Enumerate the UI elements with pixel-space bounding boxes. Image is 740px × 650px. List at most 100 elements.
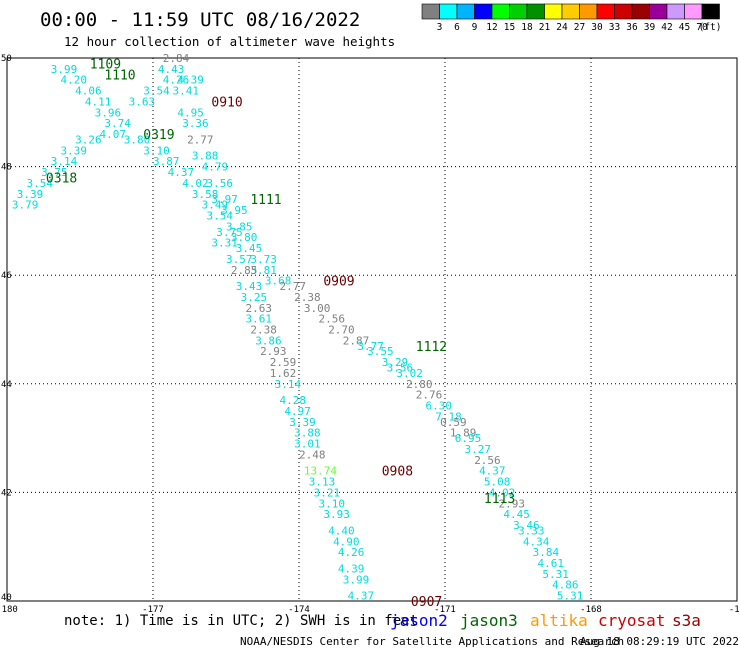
legend-tick-label: 30 — [591, 22, 603, 33]
wave-height-value: 3.96 — [95, 106, 122, 119]
wave-height-value: 3.74 — [104, 117, 131, 130]
wave-height-value: 3.36 — [182, 117, 209, 130]
legend-unit: (ft) — [699, 22, 722, 33]
pass-time-label: 1111 — [250, 193, 281, 208]
legend-swatch — [684, 3, 703, 20]
legend-swatch — [649, 3, 668, 20]
pass-time-label: 0319 — [143, 128, 174, 143]
wave-height-value: 4.39 — [177, 74, 204, 87]
wave-height-value: 2.87 — [343, 334, 370, 347]
wave-height-value: 0.59 — [440, 416, 467, 429]
legend-swatch — [456, 3, 475, 20]
legend-swatch — [544, 3, 563, 20]
legend-swatch — [666, 3, 685, 20]
wave-height-value: 3.75 — [216, 226, 243, 239]
legend-swatch — [579, 3, 598, 20]
wave-height-value: 5.08 — [484, 476, 511, 489]
legend-tick-label: 24 — [556, 22, 568, 33]
satellite-jason2: jason2 — [390, 611, 448, 630]
wave-height-value: 2.56 — [474, 454, 501, 467]
legend-tick-label: 45 — [679, 22, 690, 33]
wave-height-value: 3.99 — [343, 573, 370, 586]
wave-height-value: 3.31 — [211, 237, 238, 250]
pass-time-label: 0908 — [382, 465, 413, 480]
generation-timestamp: Aug 18 08:29:19 UTC 2022 — [580, 635, 739, 648]
legend-tick-label: 15 — [504, 22, 515, 33]
legend-swatch — [509, 3, 528, 20]
wave-height-value: 4.40 — [328, 524, 355, 537]
wave-height-value: 3.79 — [12, 199, 39, 212]
wave-height-value: 6.95 — [455, 432, 482, 445]
wave-height-value: 3.27 — [464, 443, 491, 456]
legend-swatch — [596, 3, 615, 20]
wave-height-value: 4.02 — [489, 486, 516, 499]
wave-height-value: 3.14 — [51, 155, 78, 168]
lat-tick-label: 46 — [1, 271, 12, 281]
wave-height-value: 3.93 — [323, 508, 350, 521]
wave-height-value: 3.21 — [314, 486, 341, 499]
footer-note: note: 1) Time is in UTC; 2) SWH is in fe… — [64, 613, 418, 629]
wave-height-value: 3.41 — [172, 85, 199, 98]
wave-height-value: 4.79 — [202, 161, 229, 174]
wave-height-value: 3.00 — [304, 302, 331, 315]
legend-swatch — [701, 3, 720, 20]
wave-height-value: 3.25 — [241, 291, 268, 304]
wave-height-value: 4.90 — [333, 535, 360, 548]
wave-height-value: 3.43 — [236, 280, 263, 293]
wave-height-value: 2.56 — [318, 313, 345, 326]
wave-height-value: 3.29 — [382, 356, 409, 369]
wave-height-value: 3.88 — [192, 150, 219, 163]
axis-tick-labels: -180 -177 -174 -171 -168 -16 40 42 44 46 48 50 — [0, 54, 740, 615]
lat-lon-grid — [7, 58, 737, 601]
legend-swatch — [526, 3, 545, 20]
lon-tick-label: -174 — [288, 605, 310, 615]
wave-height-value: 2.93 — [260, 345, 287, 358]
lat-tick-label: 44 — [1, 380, 12, 390]
satellite-jason3: jason3 — [460, 611, 518, 630]
legend-tick-label: 39 — [644, 22, 656, 33]
legend-swatch — [439, 3, 458, 20]
wave-height-value: 3.26 — [75, 133, 102, 146]
legend-tick-label: 3 — [437, 22, 443, 33]
wave-height-value: 2.59 — [270, 356, 297, 369]
wave-height-value: 4.34 — [523, 535, 550, 548]
lon-tick-label: -168 — [580, 605, 602, 615]
wave-height-value: 3.80 — [124, 133, 151, 146]
wave-height-value: 4.11 — [85, 95, 112, 108]
legend-tick-label: 27 — [574, 22, 585, 33]
wave-height-value: 4.20 — [61, 74, 88, 87]
wave-height-value: 3.49 — [202, 199, 229, 212]
wave-height-value: 4.37 — [348, 590, 375, 603]
wave-height-value: 3.46 — [513, 519, 540, 532]
map-title: 00:00 - 11:59 UTC 08/16/2022 — [40, 9, 360, 31]
wave-height-value: 3.13 — [309, 476, 336, 489]
wave-height-value: 3.01 — [294, 438, 321, 451]
wave-height-value: 3.68 — [265, 275, 292, 288]
legend-swatch — [631, 3, 650, 20]
map-frame — [6, 57, 738, 602]
wave-height-value: 4.28 — [280, 394, 307, 407]
wave-height-value: 3.39 — [61, 144, 88, 157]
wave-height-value: 2.70 — [328, 324, 355, 337]
wave-height-value: 3.63 — [129, 95, 156, 108]
wave-height-value: 3.14 — [275, 378, 302, 391]
wave-height-value: 4.02 — [182, 177, 209, 190]
wave-height-value: 3.61 — [245, 313, 272, 326]
wave-height-value: 4.26 — [163, 74, 190, 87]
legend-tick-label: 18 — [521, 22, 533, 33]
wave-height-value: 3.95 — [221, 204, 248, 217]
pass-time-label: 1112 — [416, 340, 447, 355]
legend-tick-label: 36 — [626, 22, 638, 33]
wave-height-value: 3.55 — [367, 345, 394, 358]
wave-height-value: 3.99 — [51, 63, 78, 76]
legend-swatch — [491, 3, 510, 20]
wave-height-value: 6.30 — [426, 400, 453, 413]
wave-height-value: 3.88 — [294, 427, 321, 440]
lat-tick-label: 42 — [1, 488, 12, 498]
wave-height-value: 4.07 — [99, 128, 126, 141]
legend-tick-label: 6 — [454, 22, 460, 33]
pass-time-label: 0910 — [211, 95, 242, 110]
